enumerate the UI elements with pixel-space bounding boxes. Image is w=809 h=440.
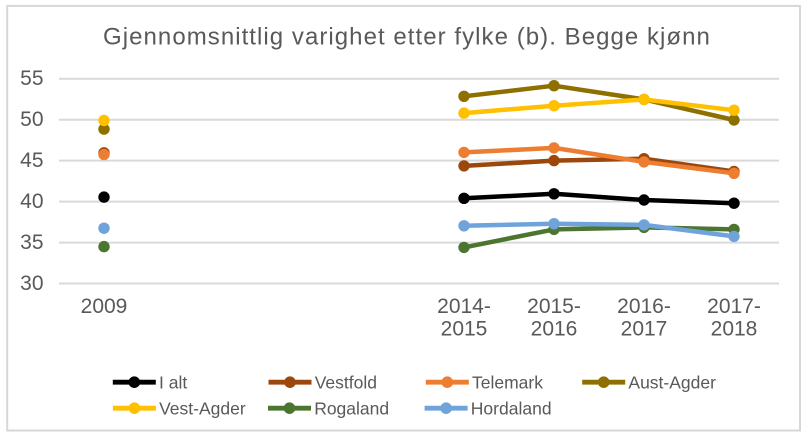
svg-text:40: 40 [20,190,43,213]
svg-text:Hordaland: Hordaland [471,398,552,418]
svg-text:2009: 2009 [81,295,128,318]
svg-text:Vestfold: Vestfold [315,372,377,392]
svg-text:30: 30 [20,272,43,295]
svg-text:2015: 2015 [441,318,488,341]
svg-text:Rogaland: Rogaland [314,398,389,418]
svg-text:2016: 2016 [531,318,578,341]
svg-text:2014-: 2014- [437,295,491,318]
svg-text:50: 50 [20,108,43,131]
svg-text:35: 35 [20,231,43,254]
svg-text:2018: 2018 [711,318,758,341]
svg-text:45: 45 [20,149,43,172]
svg-text:I alt: I alt [159,372,187,392]
svg-text:Vest-Agder: Vest-Agder [159,398,246,418]
svg-text:Aust-Agder: Aust-Agder [628,372,716,392]
svg-text:Telemark: Telemark [472,372,543,392]
svg-text:2016-: 2016- [617,295,671,318]
svg-text:2017: 2017 [621,318,668,341]
svg-text:Gjennomsnittlig varighet etter: Gjennomsnittlig varighet etter fylke (b)… [103,24,711,51]
svg-text:2015-: 2015- [527,295,581,318]
svg-text:2017-: 2017- [707,295,761,318]
svg-text:55: 55 [20,67,43,90]
